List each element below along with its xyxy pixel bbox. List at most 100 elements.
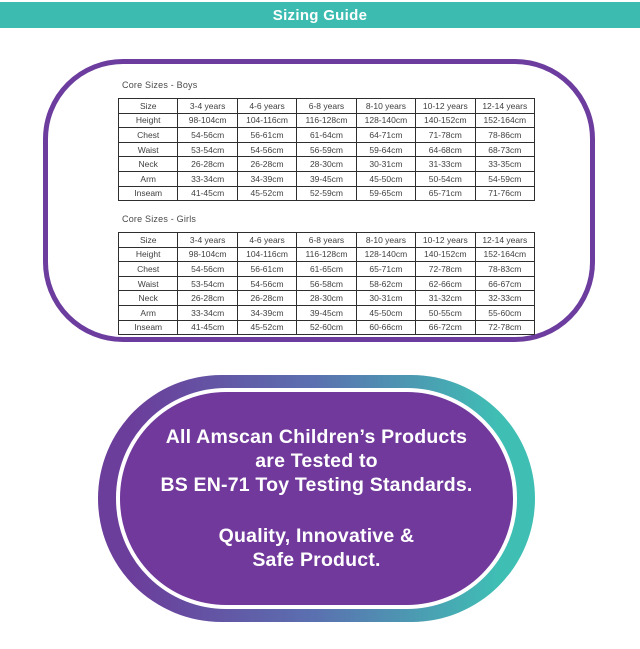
page-title: Sizing Guide bbox=[272, 6, 368, 24]
table-cell: 56-59cm bbox=[296, 141, 357, 158]
table-cell: 140-152cm bbox=[415, 246, 476, 263]
table-header-cell: 4-6 years bbox=[236, 232, 298, 248]
table-cell: 33-35cm bbox=[474, 156, 536, 172]
table-row: Neck 26-28cm 26-28cm 28-30cm 30-31cm 31-33cm 3… bbox=[117, 156, 536, 172]
table-cell: 78-83cm bbox=[474, 261, 536, 277]
table-cell: 59-65cm bbox=[355, 185, 417, 202]
table-header-cell: 8-10 years bbox=[355, 98, 417, 114]
table-cell: 116-128cm bbox=[296, 246, 357, 263]
table-cell: 128-140cm bbox=[355, 246, 417, 263]
table-header-cell: 10-12 years bbox=[415, 232, 476, 248]
table-cell: 128-140cm bbox=[355, 112, 417, 129]
table-header-cell: 3-4 years bbox=[177, 232, 238, 248]
table-cell: 104-116cm bbox=[236, 246, 298, 263]
table-cell: Arm bbox=[117, 170, 179, 187]
table-cell: 54-56cm bbox=[236, 275, 298, 292]
table-cell: 60-66cm bbox=[355, 319, 417, 336]
table-cell: 45-52cm bbox=[236, 185, 298, 202]
boys-table-caption: Core Sizes - Boys bbox=[122, 80, 198, 90]
table-cell: 39-45cm bbox=[296, 304, 357, 321]
quality-badge-inner: All Amscan Children’s Products are Teste… bbox=[116, 388, 517, 609]
table-row: Height 98-104cm 104-116cm 116-128cm 128-140c… bbox=[117, 112, 536, 129]
size-tables-panel: Core Sizes - Boys Size 3-4 years 4-6 years… bbox=[43, 59, 595, 342]
table-row: Inseam 41-45cm 45-52cm 52-60cm 60-66cm 66-72c… bbox=[117, 319, 536, 336]
table-cell: 59-64cm bbox=[355, 141, 417, 158]
table-cell: 66-72cm bbox=[415, 319, 476, 336]
table-row: Chest 54-56cm 56-61cm 61-65cm 65-71cm 72-78cm… bbox=[117, 261, 536, 277]
table-cell: 61-65cm bbox=[296, 261, 357, 277]
table-cell: 45-50cm bbox=[355, 170, 417, 187]
table-cell: Waist bbox=[117, 275, 179, 292]
table-cell: 45-52cm bbox=[236, 319, 298, 336]
table-cell: Height bbox=[117, 246, 179, 263]
table-cell: 72-78cm bbox=[474, 319, 536, 336]
table-cell: 34-39cm bbox=[236, 304, 298, 321]
table-cell: 152-164cm bbox=[474, 112, 536, 129]
badge-line: Safe Product. bbox=[252, 549, 381, 571]
table-cell: Inseam bbox=[117, 185, 179, 202]
table-row: Neck 26-28cm 26-28cm 28-30cm 30-31cm 31-32cm 3… bbox=[117, 290, 536, 306]
table-cell: 56-61cm bbox=[236, 261, 298, 277]
table-cell: 30-31cm bbox=[355, 156, 417, 172]
table-header-cell: 6-8 years bbox=[296, 98, 357, 114]
table-header-cell: 6-8 years bbox=[296, 232, 357, 248]
table-cell: 26-28cm bbox=[236, 156, 298, 172]
badge-line: BS EN-71 Toy Testing Standards. bbox=[160, 474, 473, 496]
table-cell: 26-28cm bbox=[177, 290, 238, 306]
table-cell: 39-45cm bbox=[296, 170, 357, 187]
table-cell: Arm bbox=[117, 304, 179, 321]
table-header-cell: 12-14 years bbox=[474, 232, 536, 248]
table-cell: 55-60cm bbox=[474, 304, 536, 321]
table-cell: 78-86cm bbox=[474, 127, 536, 143]
table-cell: Height bbox=[117, 112, 179, 129]
table-cell: Neck bbox=[117, 156, 179, 172]
header-bar: Sizing Guide bbox=[0, 2, 640, 28]
table-cell: 32-33cm bbox=[474, 290, 536, 306]
girls-sizes-table: Size 3-4 years 4-6 years 6-8 years 8-10 year… bbox=[117, 232, 536, 336]
table-cell: 54-56cm bbox=[236, 141, 298, 158]
table-cell: Waist bbox=[117, 141, 179, 158]
table-cell: 30-31cm bbox=[355, 290, 417, 306]
table-cell: 66-67cm bbox=[474, 275, 536, 292]
table-cell: 64-71cm bbox=[355, 127, 417, 143]
table-cell: 54-56cm bbox=[177, 261, 238, 277]
table-cell: 31-32cm bbox=[415, 290, 476, 306]
table-cell: 56-58cm bbox=[296, 275, 357, 292]
table-cell: 62-66cm bbox=[415, 275, 476, 292]
table-cell: 104-116cm bbox=[236, 112, 298, 129]
table-cell: 28-30cm bbox=[296, 156, 357, 172]
table-cell: 58-62cm bbox=[355, 275, 417, 292]
boys-sizes-table: Size 3-4 years 4-6 years 6-8 years 8-10 year… bbox=[117, 98, 536, 202]
table-row: Waist 53-54cm 54-56cm 56-59cm 59-64cm 64-68cm… bbox=[117, 141, 536, 158]
table-cell: 52-59cm bbox=[296, 185, 357, 202]
girls-table-caption: Core Sizes - Girls bbox=[122, 214, 197, 224]
table-cell: 98-104cm bbox=[177, 246, 238, 263]
table-cell: 98-104cm bbox=[177, 112, 238, 129]
table-header-cell: Size bbox=[117, 232, 179, 248]
table-cell: 65-71cm bbox=[355, 261, 417, 277]
table-cell: 52-60cm bbox=[296, 319, 357, 336]
table-cell: Chest bbox=[117, 127, 179, 143]
table-cell: 116-128cm bbox=[296, 112, 357, 129]
table-header-cell: 3-4 years bbox=[177, 98, 238, 114]
table-row: Chest 54-56cm 56-61cm 61-64cm 64-71cm 71-78cm… bbox=[117, 127, 536, 143]
table-cell: 34-39cm bbox=[236, 170, 298, 187]
table-cell: 45-50cm bbox=[355, 304, 417, 321]
badge-line: All Amscan Children’s Products bbox=[165, 426, 468, 448]
table-cell: 33-34cm bbox=[177, 170, 238, 187]
table-cell: 140-152cm bbox=[415, 112, 476, 129]
table-header-row: Size 3-4 years 4-6 years 6-8 years 8-10 year… bbox=[117, 98, 536, 114]
table-header-row: Size 3-4 years 4-6 years 6-8 years 8-10 year… bbox=[117, 232, 536, 248]
table-row: Height 98-104cm 104-116cm 116-128cm 128-140c… bbox=[117, 246, 536, 263]
table-header-cell: 4-6 years bbox=[236, 98, 298, 114]
table-cell: 56-61cm bbox=[236, 127, 298, 143]
badge-line: are Tested to bbox=[255, 450, 378, 472]
table-cell: 61-64cm bbox=[296, 127, 357, 143]
table-cell: 71-78cm bbox=[415, 127, 476, 143]
table-cell: Chest bbox=[117, 261, 179, 277]
table-cell: 54-59cm bbox=[474, 170, 536, 187]
table-cell: 28-30cm bbox=[296, 290, 357, 306]
table-cell: 41-45cm bbox=[177, 319, 238, 336]
table-cell: 152-164cm bbox=[474, 246, 536, 263]
